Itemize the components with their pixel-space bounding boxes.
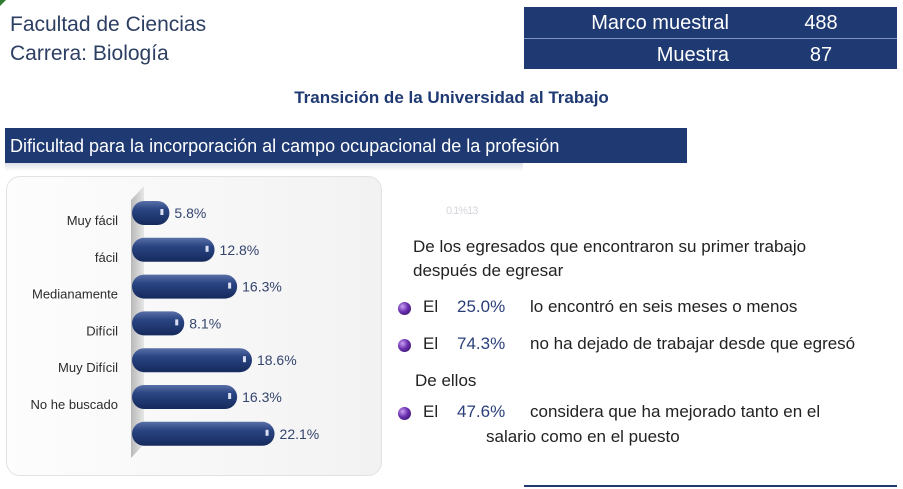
muestra-label: Muestra bbox=[656, 44, 729, 66]
bar-2-body bbox=[132, 237, 215, 262]
bar-3-body bbox=[132, 274, 238, 299]
info-item-prefix: El bbox=[423, 334, 439, 353]
value-label-1: 5.8% bbox=[174, 205, 206, 221]
info-item-percent: 47.6% bbox=[457, 402, 506, 421]
bullet-icon bbox=[398, 339, 411, 352]
value-label-6: 16.3% bbox=[242, 389, 282, 405]
faint-text: 0.1%13 bbox=[446, 205, 478, 217]
bar-4-body bbox=[132, 311, 185, 336]
info-item-2: El 74.3% no ha dejado de trabajar desde … bbox=[398, 334, 898, 358]
bar-1 bbox=[132, 201, 170, 225]
bullet-icon bbox=[398, 407, 411, 420]
bar-4-highlight bbox=[175, 319, 179, 326]
bar-3 bbox=[132, 274, 238, 299]
info-item-prefix: El bbox=[423, 402, 439, 421]
marco-value: 488 bbox=[804, 12, 838, 34]
info-item-prefix: El bbox=[423, 297, 439, 316]
info-item-text-line1: considera que ha mejorado tanto en el bbox=[530, 402, 821, 421]
stats-divider bbox=[524, 38, 897, 39]
info-item-text: no ha dejado de trabajar desde que egres… bbox=[530, 334, 856, 353]
bar-2-highlight bbox=[205, 245, 209, 252]
page-title: Transición de la Universidad al Trabajo bbox=[294, 88, 609, 107]
bar-5-body bbox=[132, 348, 252, 373]
value-labels: 5.8% 12.8% 16.3% 8.1% 18.6% 16.3% 22.1% bbox=[174, 205, 319, 442]
info-item-1: El 25.0% lo encontró en seis meses o men… bbox=[398, 297, 898, 321]
bars-group bbox=[132, 201, 275, 446]
info-item-text: lo encontró en seis meses o menos bbox=[530, 297, 798, 316]
bar-7 bbox=[132, 421, 275, 446]
career-name: Carrera: Biología bbox=[10, 42, 169, 65]
band-shadow bbox=[5, 163, 523, 171]
info-item-percent: 25.0% bbox=[457, 297, 506, 316]
category-label-3: Medianamente bbox=[32, 287, 118, 302]
bar-5 bbox=[132, 348, 252, 373]
category-label-6: No he buscado bbox=[31, 397, 118, 412]
bullet-icon bbox=[398, 302, 411, 315]
bar-2 bbox=[132, 237, 215, 262]
value-label-3: 16.3% bbox=[242, 279, 282, 295]
bar-6-highlight bbox=[228, 393, 232, 399]
value-label-5: 18.6% bbox=[257, 352, 297, 368]
faculty-name: Facultad de Ciencias bbox=[10, 13, 207, 36]
bar-7-body bbox=[132, 421, 275, 446]
difficulty-bar-chart: Muy fácil fácil Medianamente Difícil Muy Dif… bbox=[31, 186, 319, 458]
corner-mark bbox=[0, 0, 6, 6]
section-title: Dificultad para la incorporación al camp… bbox=[10, 136, 560, 156]
bar-6-body bbox=[132, 385, 238, 409]
info-item-text-line2: salario como en el puesto bbox=[486, 427, 680, 446]
intro-text: De los egresados que encontraron su prim… bbox=[413, 237, 807, 280]
category-label-2: fácil bbox=[95, 250, 118, 265]
bar-1-body bbox=[132, 201, 170, 225]
bottom-rule bbox=[524, 485, 897, 487]
faculty-header: Facultad de Ciencias Carrera: Biología bbox=[10, 10, 206, 68]
bar-1-highlight bbox=[160, 209, 164, 215]
sample-stats-box: Marco muestral 488 Muestra 87 bbox=[524, 7, 897, 69]
info-item-3: El 47.6% considera que ha mejorado tanto… bbox=[398, 402, 898, 452]
category-labels: Muy fácil fácil Medianamente Difícil Muy Dif… bbox=[31, 213, 119, 412]
value-label-7: 22.1% bbox=[280, 426, 320, 442]
category-label-1: Muy fácil bbox=[67, 213, 118, 228]
bar-4 bbox=[132, 311, 185, 336]
value-label-2: 12.8% bbox=[220, 242, 260, 258]
value-label-4: 8.1% bbox=[189, 315, 221, 331]
muestra-value: 87 bbox=[809, 44, 833, 66]
category-label-5: Muy Difícil bbox=[58, 360, 118, 375]
section-band: Dificultad para la incorporación al camp… bbox=[5, 128, 687, 163]
category-label-4: Difícil bbox=[86, 323, 118, 338]
de-ellos-label: De ellos bbox=[415, 371, 477, 390]
bar-3-highlight bbox=[228, 282, 232, 289]
bar-6 bbox=[132, 385, 238, 409]
marco-label: Marco muestral bbox=[591, 12, 729, 34]
bar-5-highlight bbox=[242, 356, 246, 363]
marco-row: Marco muestral 488 bbox=[524, 8, 897, 38]
muestra-row: Muestra 87 bbox=[524, 40, 897, 70]
info-item-percent: 74.3% bbox=[457, 334, 506, 353]
bar-7-highlight bbox=[265, 429, 269, 436]
